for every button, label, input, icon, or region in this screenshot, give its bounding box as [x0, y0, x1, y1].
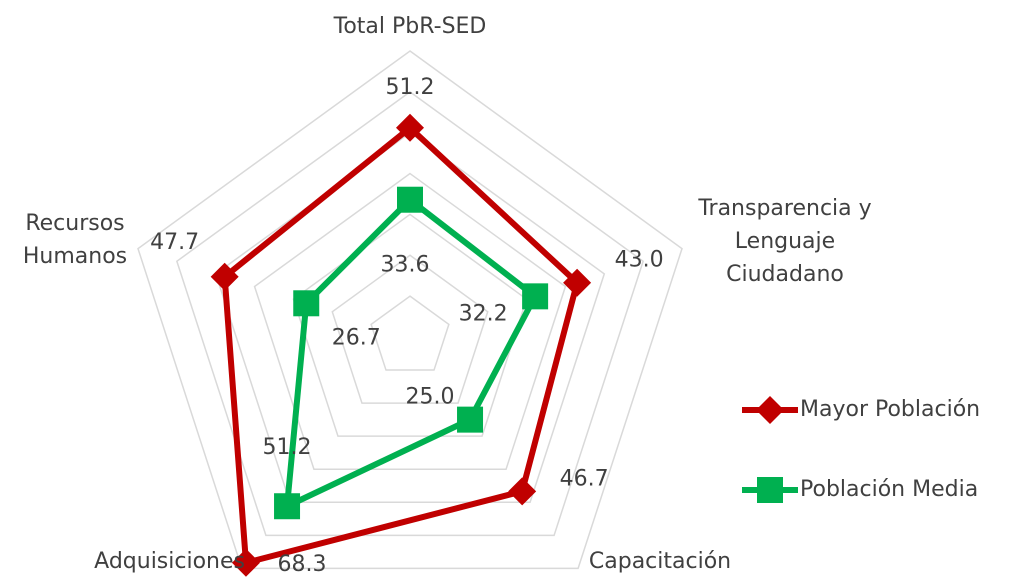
data-label: 46.7: [560, 466, 609, 491]
series-line: [284, 196, 539, 510]
data-label: 33.6: [381, 253, 430, 278]
marker: [757, 477, 783, 503]
legend-label: Población Media: [800, 477, 978, 502]
grid-ring: [292, 213, 528, 437]
marker: [396, 113, 424, 142]
category-label: Capacitación: [588, 549, 732, 574]
data-label: 43.0: [615, 248, 664, 273]
category-label: Recursos Humanos: [22, 211, 128, 269]
marker: [756, 396, 784, 424]
data-label: 25.0: [406, 385, 455, 410]
marker: [274, 493, 301, 520]
data-label: 32.2: [459, 301, 508, 326]
marker: [293, 290, 320, 317]
grid-ring: [137, 50, 683, 570]
series-line: [221, 124, 581, 566]
data-label: 47.7: [150, 230, 199, 255]
grid-ring: [370, 295, 450, 371]
grid-ring: [253, 172, 567, 470]
marker: [231, 548, 260, 577]
marker: [522, 283, 549, 310]
spoke: [138, 249, 410, 337]
marker: [210, 262, 239, 291]
data-label: 26.7: [332, 325, 381, 350]
marker: [563, 268, 592, 297]
data-label: 51.2: [263, 435, 312, 460]
marker: [397, 186, 423, 213]
grid-ring: [175, 90, 645, 537]
category-label: Total PbR-SED: [333, 14, 487, 39]
category-label: Transparencia y Lenguaje Ciudadano: [698, 196, 872, 287]
grid-ring: [214, 131, 606, 504]
legend-label: Mayor Población: [800, 397, 980, 422]
category-label: Adquisiciones: [94, 549, 245, 574]
marker: [457, 406, 484, 433]
grid-ring: [331, 254, 489, 404]
data-label: 68.3: [277, 552, 326, 577]
marker: [508, 477, 537, 506]
data-label: 51.2: [386, 75, 435, 100]
